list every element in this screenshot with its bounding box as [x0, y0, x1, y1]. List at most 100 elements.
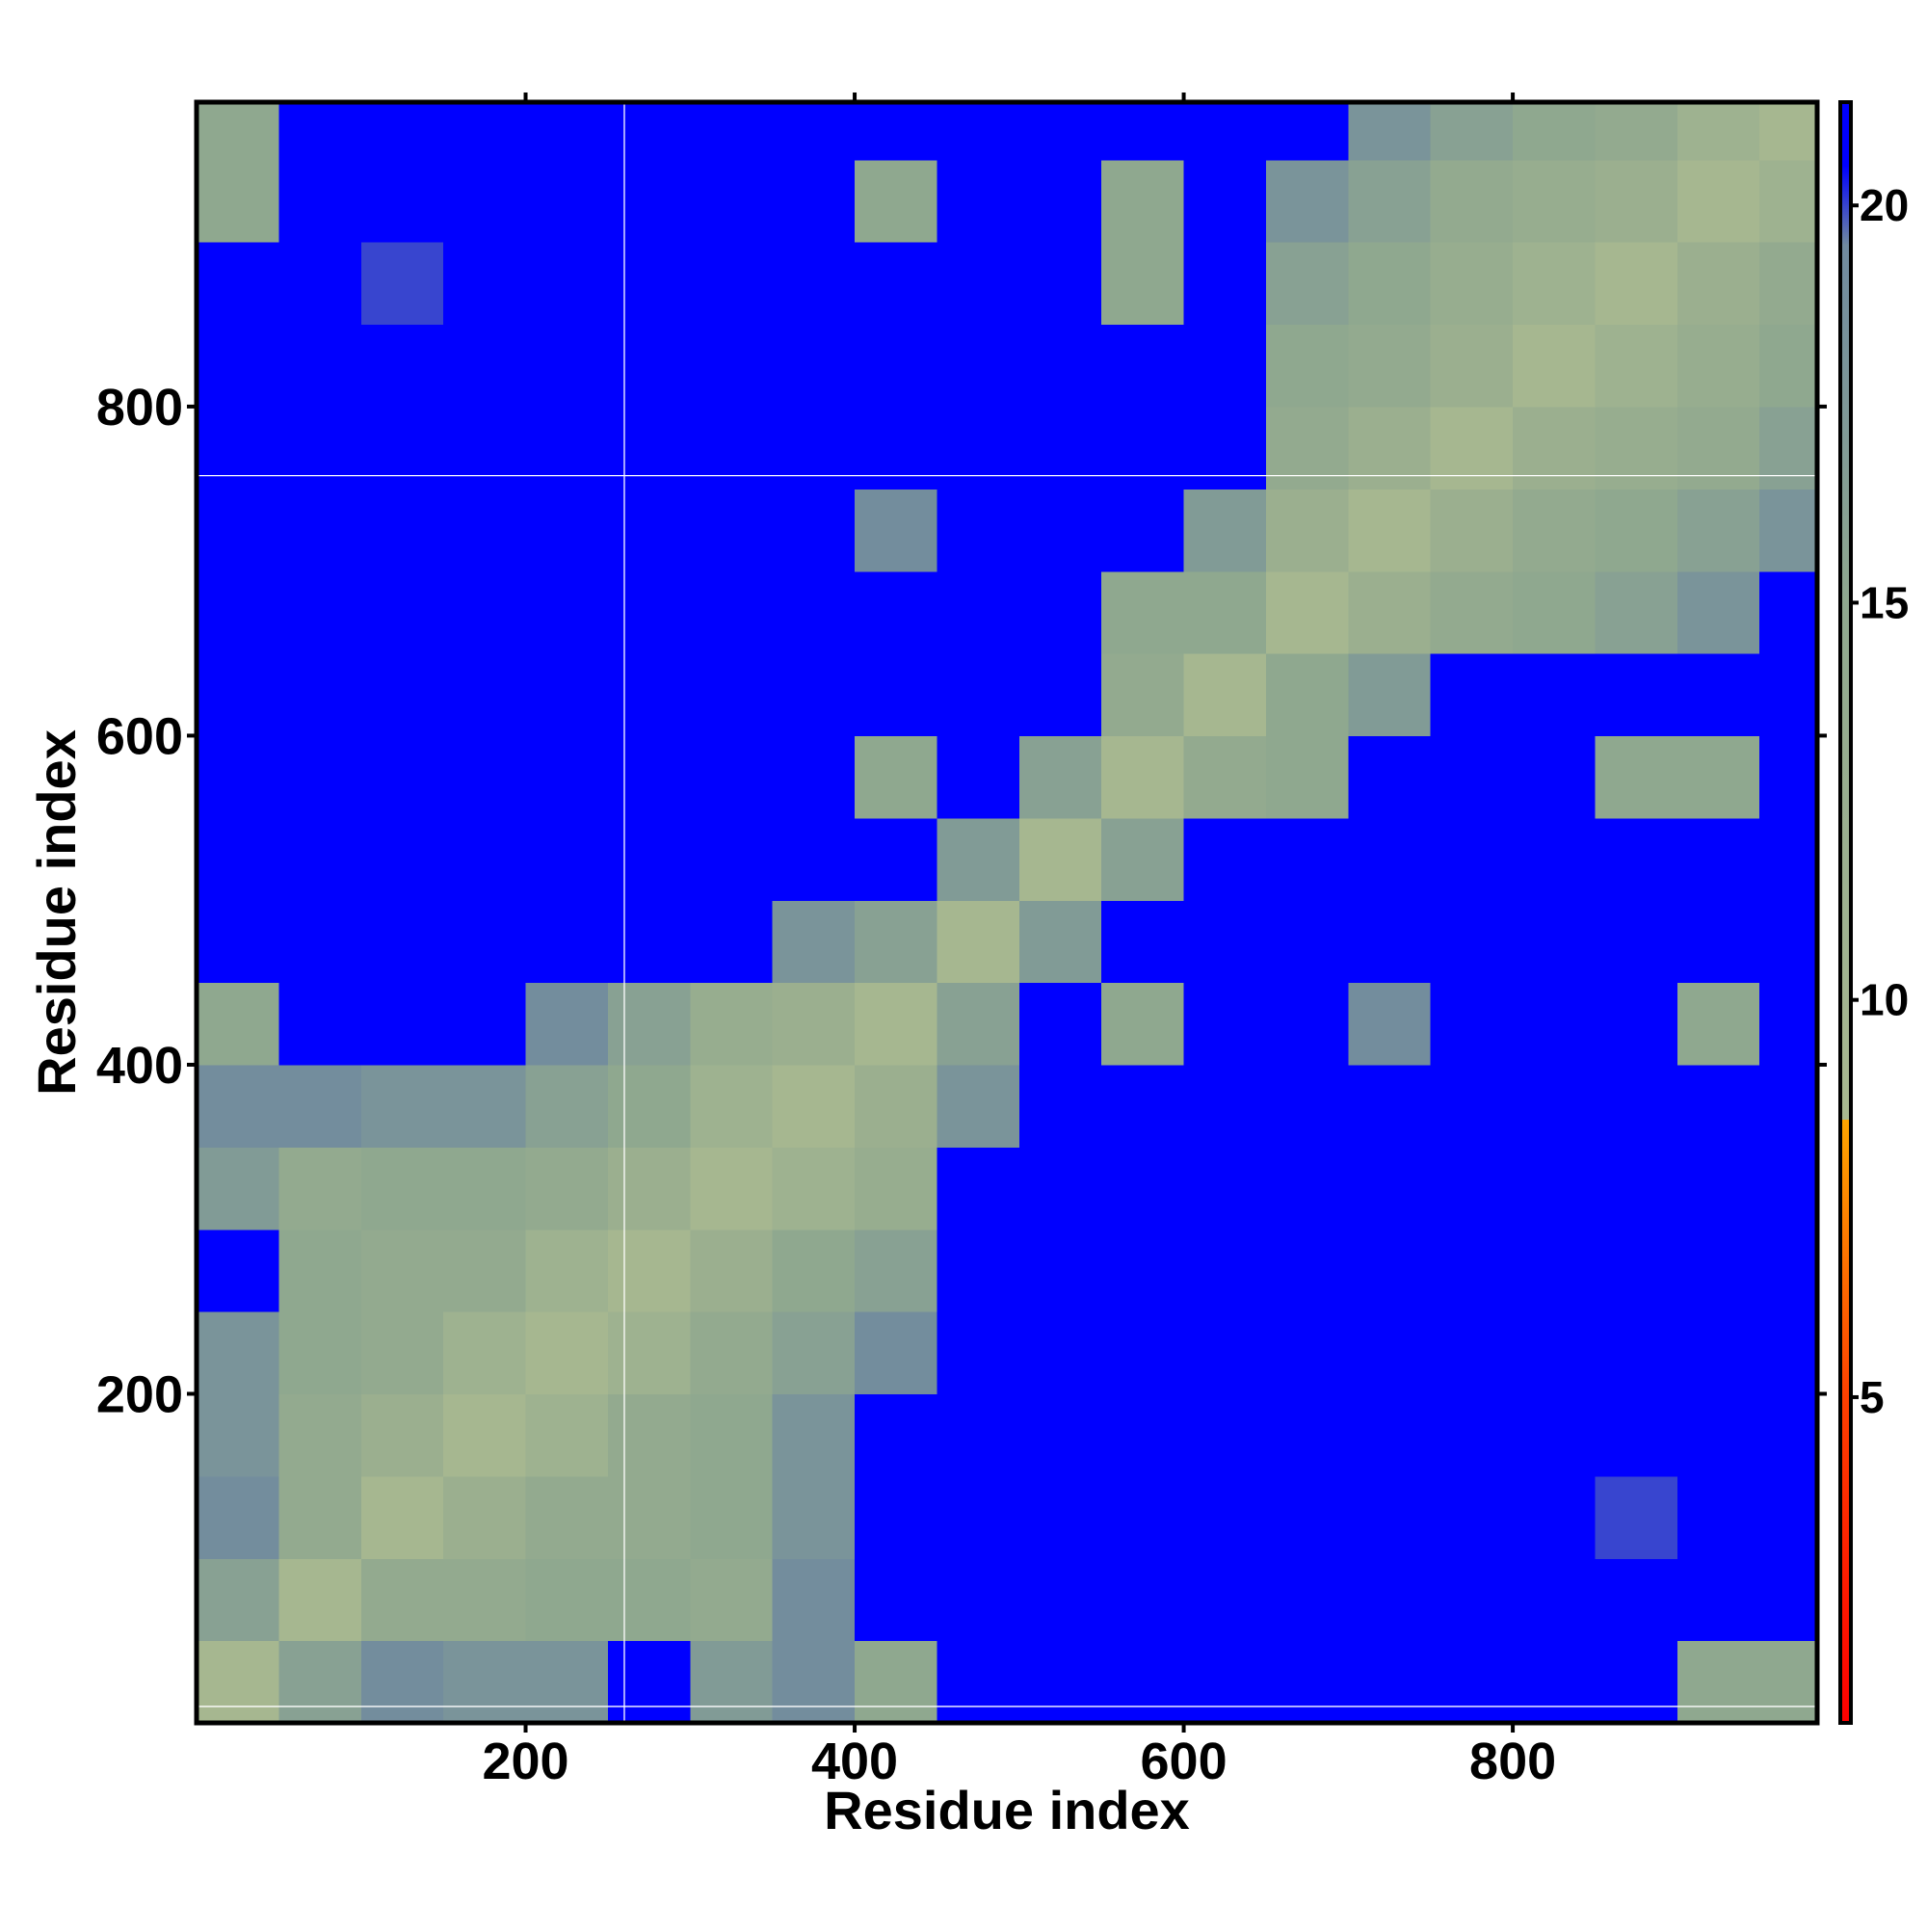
heatmap-cell [525, 1558, 609, 1642]
heatmap-cell [1676, 570, 1760, 654]
heatmap-cell [937, 489, 1020, 572]
heatmap-cell [278, 1393, 362, 1477]
heatmap-cell [443, 900, 527, 984]
heatmap-cell [607, 735, 691, 819]
heatmap-cell [1430, 1393, 1514, 1477]
heatmap-cell [855, 406, 938, 490]
heatmap-cell [1595, 1229, 1678, 1312]
heatmap-cell [1759, 406, 1818, 490]
heatmap-cell [1430, 900, 1514, 984]
heatmap-cell [1676, 242, 1760, 326]
heatmap-cell [1595, 1640, 1678, 1724]
heatmap-cell [607, 982, 691, 1066]
y-tick-label: 400 [96, 1037, 183, 1095]
heatmap-cell [690, 1147, 774, 1231]
heatmap-cell [1430, 1311, 1514, 1395]
heatmap-cell [1676, 817, 1760, 901]
heatmap-cell [1759, 570, 1818, 654]
heatmap-cell [1265, 817, 1349, 901]
heatmap-cell [1595, 735, 1678, 819]
heatmap-cell [690, 1393, 774, 1477]
heatmap-cell [1759, 324, 1818, 408]
heatmap-cell [607, 406, 691, 490]
heatmap-cell [1348, 653, 1432, 737]
heatmap-cell [1430, 817, 1514, 901]
heatmap-cell [197, 570, 279, 654]
heatmap-cell [1183, 1558, 1267, 1642]
heatmap-cell [1513, 817, 1597, 901]
heatmap-cell [607, 102, 691, 161]
heatmap-cell [855, 1393, 938, 1477]
heatmap-cell [855, 1475, 938, 1559]
heatmap-cell [690, 1558, 774, 1642]
heatmap-cell [278, 900, 362, 984]
x-tick-label: 600 [1141, 1733, 1227, 1790]
heatmap-cell [1101, 489, 1185, 572]
heatmap-cell [1430, 1558, 1514, 1642]
heatmap-cell [937, 900, 1020, 984]
heatmap-cell [525, 1064, 609, 1148]
heatmap-cell [1348, 242, 1432, 326]
heatmap-cell [1430, 1147, 1514, 1231]
heatmap-cell [197, 324, 279, 408]
heatmap-cell [855, 900, 938, 984]
heatmap-cell [1595, 489, 1678, 572]
heatmap-cell [1101, 102, 1185, 161]
heatmap-cell [690, 900, 774, 984]
heatmap-cell [443, 1311, 527, 1395]
heatmap-cell [607, 570, 691, 654]
heatmap-cell [197, 159, 279, 243]
heatmap-cell [1759, 1311, 1818, 1395]
colorbar-tick-label: 20 [1860, 180, 1909, 230]
heatmap-cell [855, 735, 938, 819]
heatmap-cell [937, 1229, 1020, 1312]
heatmap-cell [1513, 1147, 1597, 1231]
heatmap-cell [1759, 242, 1818, 326]
heatmap-cell [772, 1475, 856, 1559]
heatmap-cell [1183, 159, 1267, 243]
heatmap-cell [525, 489, 609, 572]
heatmap-cell [1183, 900, 1267, 984]
heatmap-cell [443, 1640, 527, 1724]
heatmap-cell [1676, 489, 1760, 572]
heatmap-cell [360, 159, 444, 243]
heatmap-cell [1348, 570, 1432, 654]
heatmap-cell [525, 1393, 609, 1477]
heatmap-cell [443, 1229, 527, 1312]
heatmap-cell [443, 159, 527, 243]
heatmap-cell [937, 102, 1020, 161]
heatmap-cell [443, 406, 527, 490]
heatmap-cell [1513, 900, 1597, 984]
heatmap-cell [1348, 1475, 1432, 1559]
heatmap-cell [855, 1640, 938, 1724]
heatmap-cell [1183, 982, 1267, 1066]
heatmap-cell [690, 242, 774, 326]
heatmap-cell [607, 1229, 691, 1312]
heatmap-cell [1676, 324, 1760, 408]
heatmap-cell [1348, 900, 1432, 984]
heatmap-cell [1183, 406, 1267, 490]
heatmap-cell [1265, 653, 1349, 737]
heatmap-cell [1101, 653, 1185, 737]
heatmap-cell [1513, 1311, 1597, 1395]
heatmap-cell [360, 1311, 444, 1395]
heatmap-cell [1183, 653, 1267, 737]
heatmap-cell [1265, 324, 1349, 408]
heatmap-cell [1018, 242, 1102, 326]
heatmap-cell [690, 1311, 774, 1395]
heatmap-cell [1348, 159, 1432, 243]
heatmap-cell [443, 242, 527, 326]
heatmap-cell [607, 1475, 691, 1559]
heatmap-cell [855, 982, 938, 1066]
heatmap-cell [607, 1147, 691, 1231]
heatmap-cell [937, 159, 1020, 243]
colorbar-segment [1840, 245, 1851, 603]
heatmap-cell [360, 102, 444, 161]
heatmap-cell [937, 1558, 1020, 1642]
heatmap-cell [1183, 817, 1267, 901]
heatmap-cell [855, 324, 938, 408]
heatmap-cell [1183, 1064, 1267, 1148]
heatmap-cell [1183, 1640, 1267, 1724]
heatmap-cell [278, 324, 362, 408]
heatmap-cell [1018, 1393, 1102, 1477]
